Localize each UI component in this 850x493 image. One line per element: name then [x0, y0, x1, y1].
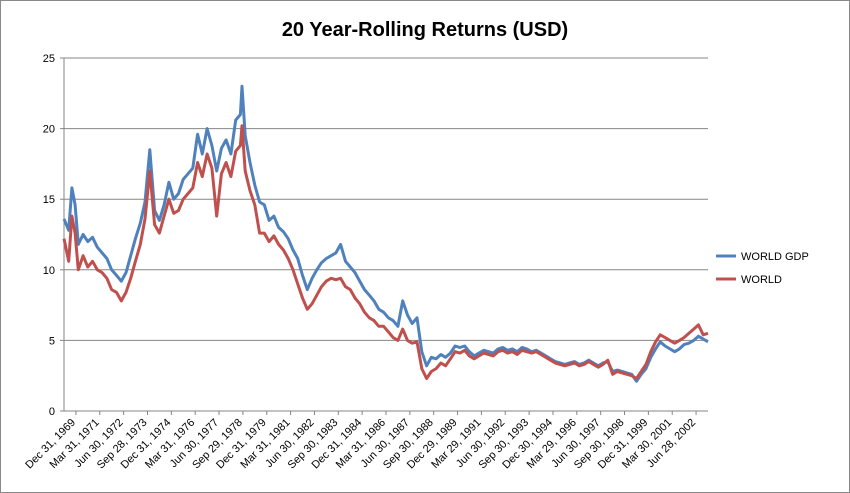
- y-axis: 0 5 10 15 20 25: [43, 53, 65, 418]
- y-tick-label: 25: [43, 53, 55, 65]
- y-tick-label: 0: [49, 406, 55, 418]
- legend: WORLD GDP WORLD: [716, 251, 809, 286]
- gridlines: [64, 57, 708, 341]
- series-line-world: [62, 124, 709, 380]
- y-tick-label: 5: [49, 335, 55, 347]
- y-tick-label: 10: [43, 265, 55, 277]
- chart-title: 20 Year-Rolling Returns (USD): [282, 19, 568, 41]
- y-tick-label: 20: [43, 124, 55, 136]
- legend-label: WORLD GDP: [741, 251, 809, 263]
- y-tick-label: 15: [43, 194, 55, 206]
- series-lines: [62, 84, 709, 383]
- legend-label: WORLD: [741, 274, 782, 286]
